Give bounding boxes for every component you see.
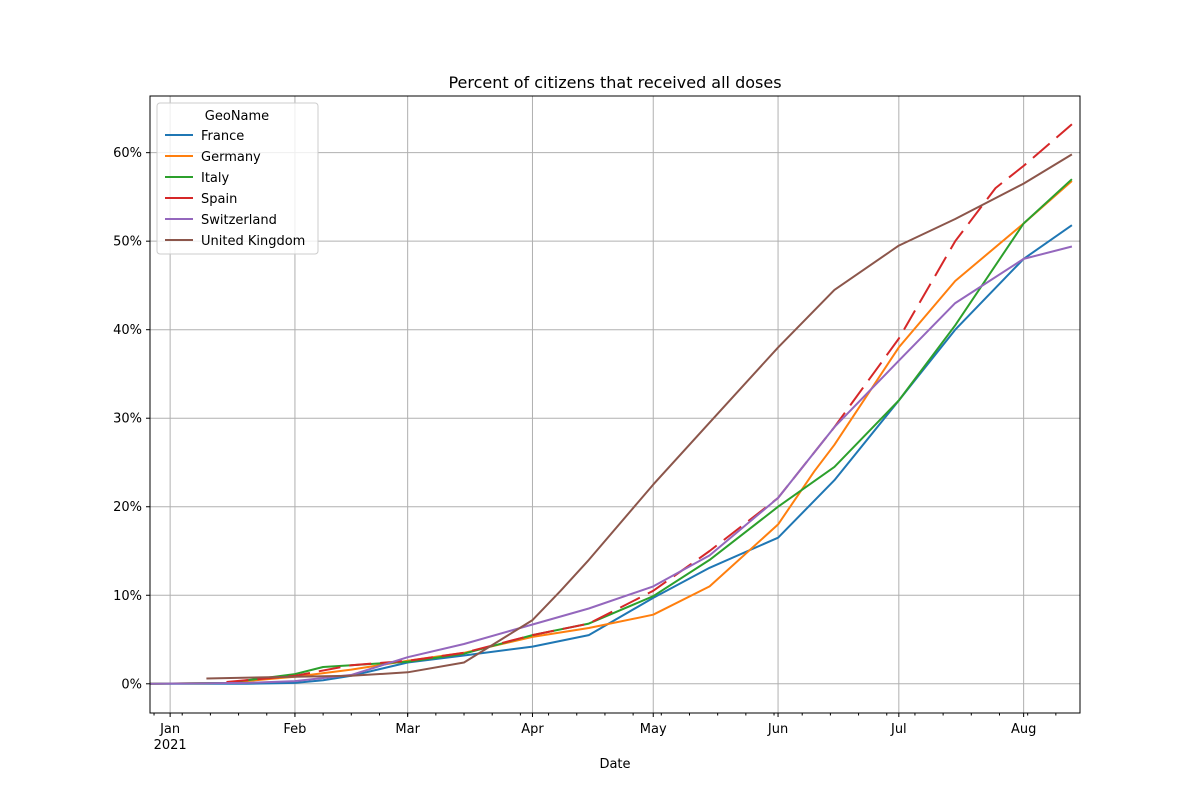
x-axis-label: Date (599, 757, 630, 772)
legend-label: France (201, 129, 244, 144)
y-tick-label: 50% (113, 235, 142, 250)
plot-frame (149, 95, 1081, 714)
legend-label: United Kingdom (201, 234, 305, 249)
x-tick-label: Mar (395, 722, 420, 737)
legend-label: Spain (201, 192, 237, 207)
y-tick-label: 40% (113, 323, 142, 338)
x-tick-label: Apr (521, 722, 544, 737)
x-tick-label: Aug (1011, 722, 1036, 737)
y-tick-label: 0% (121, 677, 142, 692)
y-axis: 0% 10% 20% 30% 40% 50% 60% (113, 146, 150, 692)
legend-label: Italy (201, 171, 230, 186)
legend-title: GeoName (205, 109, 269, 124)
series-line-italy (149, 178, 1073, 685)
y-tick-label: 10% (113, 589, 142, 604)
y-tick-label: 30% (113, 412, 142, 427)
series-line-switzerland (149, 245, 1073, 685)
legend-label: Switzerland (201, 213, 277, 228)
legend-label: Germany (201, 150, 261, 165)
x-tick-label: Jul (890, 722, 907, 737)
legend: GeoName France Germany Italy Spain Switzerla… (156, 102, 319, 255)
legend-box (156, 102, 319, 255)
series-line-united-kingdom (206, 153, 1073, 680)
x-tick-label: Feb (283, 722, 306, 737)
series-lines (149, 123, 1073, 685)
x-tick-label: May (640, 722, 667, 737)
chart-title: Percent of citizens that received all do… (448, 73, 781, 92)
x-tick-label: Jun (767, 722, 788, 737)
series-line-germany (149, 180, 1073, 685)
y-tick-label: 20% (113, 500, 142, 515)
x-tick-year-label: 2021 (154, 738, 187, 753)
x-tick-label: Jan (159, 722, 180, 737)
y-tick-label: 60% (113, 146, 142, 161)
